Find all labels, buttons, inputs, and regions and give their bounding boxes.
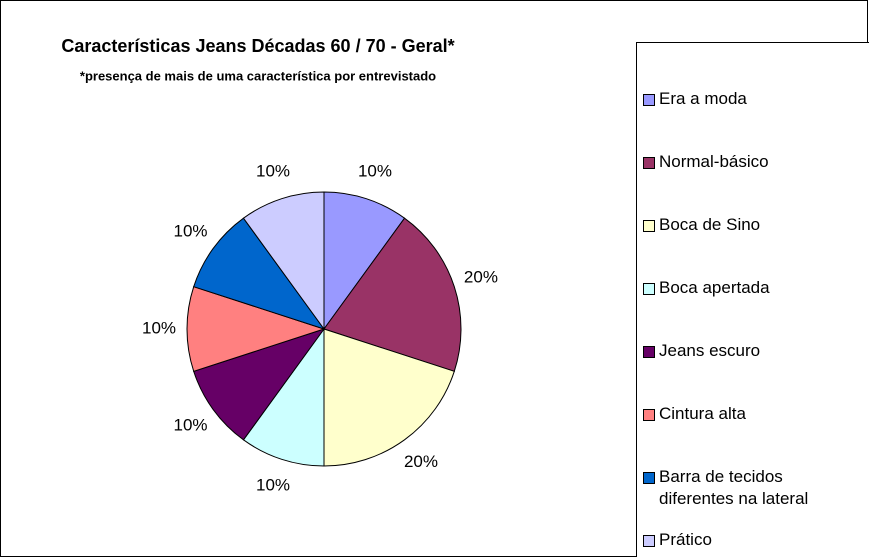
data-label: 10% (142, 318, 176, 337)
pie-slice (242, 191, 325, 331)
legend-item: Normal-básico (643, 151, 863, 173)
legend-item: Jeans escuro (643, 340, 863, 362)
pie-slice (242, 327, 325, 467)
data-label: 10% (256, 475, 290, 494)
legend-swatch (643, 472, 655, 484)
data-label: 10% (358, 162, 392, 181)
legend-swatch (643, 157, 655, 169)
legend-swatch (643, 94, 655, 106)
pie-slice (323, 191, 406, 331)
legend-swatch (643, 409, 655, 421)
legend-label: Boca apertada (659, 278, 770, 297)
legend-label: Normal-básico (659, 152, 769, 171)
data-label: 20% (404, 452, 438, 471)
legend-label: Prático (659, 530, 712, 549)
legend-label: Cintura alta (659, 404, 746, 423)
chart-title: Características Jeans Décadas 60 / 70 - … (61, 36, 454, 56)
legend-label: Jeans escuro (659, 341, 761, 360)
legend-label: Era a moda (659, 89, 747, 108)
legend-box (636, 42, 869, 557)
pie-slice (186, 286, 326, 372)
pie-slice (193, 217, 326, 330)
legend-item: Era a moda (643, 88, 863, 110)
legend-swatch (643, 346, 655, 358)
legend-label: Boca de Sino (659, 215, 761, 234)
data-label: 20% (464, 267, 498, 286)
legend-item: Cintura alta (643, 403, 863, 425)
legend-swatch (643, 220, 655, 232)
pie-slice (193, 328, 326, 441)
pie-slice (323, 217, 462, 372)
legend-item: Prático (643, 529, 863, 551)
data-label: 10% (173, 415, 207, 434)
legend-swatch (643, 535, 655, 547)
data-label: 10% (256, 162, 290, 181)
legend-item: Boca de Sino (643, 214, 863, 236)
chart-subtitle: *presença de mais de uma característica … (80, 68, 436, 83)
data-label: 10% (173, 221, 207, 240)
legend-item: Barra de tecidos diferentes na lateral (643, 466, 863, 510)
legend-swatch (643, 283, 655, 295)
legend-item: Boca apertada (643, 277, 863, 299)
legend-label: Barra de tecidos diferentes na lateral (659, 467, 809, 508)
pie-slice (323, 328, 455, 467)
